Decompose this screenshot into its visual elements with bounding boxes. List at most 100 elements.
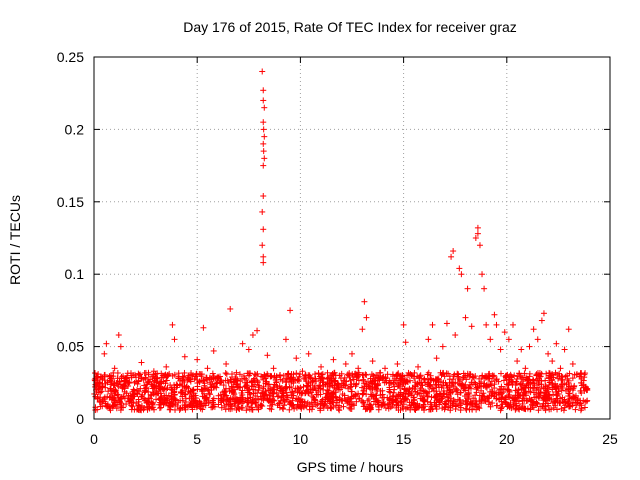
data-point bbox=[458, 271, 465, 278]
data-point bbox=[454, 391, 461, 398]
data-point bbox=[260, 193, 267, 200]
data-point bbox=[343, 378, 350, 385]
data-point bbox=[486, 388, 493, 395]
x-tick-label: 20 bbox=[499, 431, 515, 447]
data-point bbox=[161, 385, 168, 392]
data-point bbox=[443, 401, 450, 408]
data-point bbox=[238, 394, 245, 401]
data-point bbox=[464, 400, 471, 407]
data-point bbox=[117, 343, 124, 350]
data-point bbox=[462, 314, 469, 321]
data-point bbox=[571, 383, 578, 390]
data-point bbox=[317, 377, 324, 384]
data-point bbox=[142, 374, 149, 381]
data-point bbox=[465, 385, 472, 392]
data-point bbox=[549, 358, 556, 365]
data-point bbox=[385, 401, 392, 408]
data-point bbox=[394, 383, 401, 390]
data-point bbox=[493, 376, 500, 383]
data-point bbox=[380, 400, 387, 407]
data-point bbox=[552, 385, 559, 392]
data-point bbox=[298, 396, 305, 403]
data-point bbox=[107, 394, 114, 401]
data-point bbox=[119, 384, 126, 391]
data-point bbox=[368, 380, 375, 387]
data-point bbox=[169, 402, 176, 409]
data-point bbox=[583, 387, 590, 394]
data-point bbox=[460, 375, 467, 382]
data-point bbox=[417, 372, 424, 379]
data-point bbox=[330, 356, 337, 363]
data-point bbox=[498, 383, 505, 390]
x-tick-label: 5 bbox=[193, 431, 201, 447]
data-point bbox=[429, 321, 436, 328]
data-point bbox=[462, 405, 469, 412]
data-point bbox=[521, 396, 528, 403]
data-point bbox=[291, 388, 298, 395]
data-point bbox=[377, 374, 384, 381]
data-point bbox=[315, 370, 322, 377]
data-point bbox=[259, 242, 266, 249]
data-point bbox=[420, 392, 427, 399]
data-point bbox=[412, 382, 419, 389]
data-point bbox=[201, 380, 208, 387]
data-point bbox=[577, 400, 584, 407]
data-point bbox=[389, 403, 396, 410]
data-point bbox=[369, 358, 376, 365]
data-point bbox=[271, 372, 278, 379]
data-point bbox=[258, 403, 265, 410]
data-point bbox=[196, 371, 203, 378]
data-point bbox=[166, 370, 173, 377]
data-point bbox=[412, 383, 419, 390]
data-point bbox=[432, 402, 439, 409]
data-point bbox=[171, 336, 178, 343]
data-point bbox=[168, 386, 175, 393]
data-point bbox=[479, 372, 486, 379]
data-point bbox=[364, 405, 371, 412]
data-point bbox=[412, 406, 419, 413]
data-point bbox=[425, 336, 432, 343]
data-point bbox=[268, 373, 275, 380]
data-point bbox=[523, 392, 530, 399]
data-point bbox=[224, 396, 231, 403]
data-point bbox=[419, 404, 426, 411]
data-point bbox=[344, 396, 351, 403]
data-point bbox=[558, 405, 565, 412]
data-point bbox=[209, 380, 216, 387]
data-point bbox=[443, 320, 450, 327]
data-point bbox=[289, 397, 296, 404]
y-axis-label: ROTI / TECUs bbox=[7, 195, 23, 285]
data-point bbox=[387, 379, 394, 386]
data-point bbox=[283, 375, 290, 382]
data-point bbox=[533, 399, 540, 406]
data-point bbox=[269, 386, 276, 393]
data-point bbox=[297, 389, 304, 396]
data-point bbox=[95, 385, 102, 392]
data-point bbox=[398, 398, 405, 405]
data-point bbox=[98, 373, 105, 380]
data-point bbox=[246, 406, 253, 413]
data-point bbox=[550, 404, 557, 411]
data-point bbox=[351, 402, 358, 409]
data-point bbox=[218, 378, 225, 385]
data-point bbox=[271, 397, 278, 404]
data-point bbox=[342, 360, 349, 367]
data-point bbox=[307, 382, 314, 389]
data-point bbox=[515, 405, 522, 412]
data-point bbox=[209, 370, 216, 377]
data-point bbox=[498, 404, 505, 411]
data-point bbox=[111, 365, 118, 372]
data-point bbox=[210, 347, 217, 354]
data-point bbox=[359, 384, 366, 391]
data-point bbox=[565, 400, 572, 407]
data-point bbox=[236, 371, 243, 378]
data-point bbox=[290, 371, 297, 378]
data-point bbox=[117, 381, 124, 388]
data-point bbox=[381, 402, 388, 409]
data-point bbox=[363, 371, 370, 378]
data-point bbox=[118, 402, 125, 409]
data-point bbox=[402, 339, 409, 346]
data-point bbox=[561, 404, 568, 411]
data-point bbox=[206, 390, 213, 397]
data-point bbox=[448, 382, 455, 389]
